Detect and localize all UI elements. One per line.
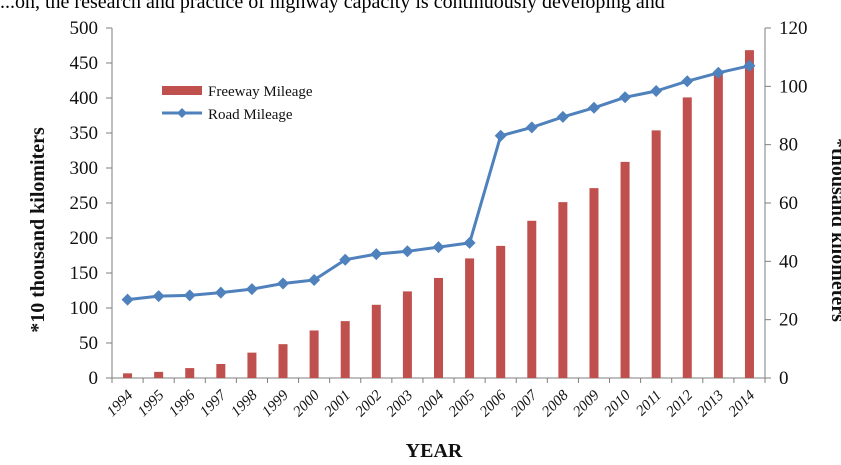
left-tick-label: 300 xyxy=(70,158,99,179)
road-point xyxy=(494,129,507,142)
left-tick-label: 350 xyxy=(70,123,99,144)
freeway-bar xyxy=(402,291,412,378)
x-tick-label: 1995 xyxy=(135,387,168,420)
header-text: ...on, the research and practice of high… xyxy=(0,0,665,13)
x-tick-label: 2001 xyxy=(322,388,355,421)
x-tick-label: 2005 xyxy=(446,387,479,420)
right-tick-label: 40 xyxy=(779,251,798,272)
freeway-bar xyxy=(651,130,661,378)
left-tick-label: 0 xyxy=(89,368,99,389)
road-point xyxy=(587,101,600,114)
road-point xyxy=(650,85,663,97)
left-axis-ticks: 0 50 100 150 200 250 300 350 400 450 500 xyxy=(70,18,112,389)
legend-freeway-label: Freeway Mileage xyxy=(208,84,313,100)
road-point xyxy=(463,236,476,249)
road-point xyxy=(152,290,165,303)
x-tick-label: 2002 xyxy=(353,387,386,420)
freeway-bar xyxy=(589,188,599,378)
freeway-bar xyxy=(278,344,288,378)
left-tick-label: 450 xyxy=(70,53,99,74)
legend-road-label: Road Mileage xyxy=(208,107,293,123)
x-tick-label: 1998 xyxy=(228,387,261,420)
right-tick-label: 120 xyxy=(779,18,808,39)
x-axis-title: YEAR xyxy=(406,440,463,462)
x-tick-label: 2013 xyxy=(695,388,728,421)
right-tick-label: 100 xyxy=(779,76,808,97)
right-tick-label: 20 xyxy=(779,310,798,331)
legend-freeway-swatch xyxy=(162,86,202,95)
right-tick-label: 60 xyxy=(779,193,798,214)
x-tick-label: 2006 xyxy=(477,387,510,420)
freeway-bar xyxy=(434,277,443,378)
freeway-bar xyxy=(620,161,630,378)
right-axis-title: *thousand kilometers xyxy=(827,138,841,322)
legend: Freeway Mileage Road Mileage xyxy=(162,84,313,123)
x-tick-label: 2011 xyxy=(633,388,665,420)
left-axis-title: *10 thousand kilomiters xyxy=(27,127,49,333)
x-tick-label: 1996 xyxy=(166,387,199,420)
freeway-bar xyxy=(713,73,723,378)
x-tick-label: 2010 xyxy=(601,387,634,420)
road-point xyxy=(308,274,321,286)
road-point xyxy=(370,248,383,261)
road-point xyxy=(214,286,227,299)
road-point xyxy=(556,110,569,123)
left-tick-label: 200 xyxy=(70,228,99,249)
x-tick-label: 2012 xyxy=(664,387,697,420)
right-axis-ticks: 0 20 40 60 80 100 120 xyxy=(765,18,808,389)
freeway-bar xyxy=(558,202,568,378)
left-tick-label: 250 xyxy=(70,193,99,214)
freeway-bar xyxy=(744,50,754,379)
road-point xyxy=(743,59,756,72)
road-point xyxy=(339,253,352,266)
road-point xyxy=(277,277,290,290)
x-tick-label: 1999 xyxy=(259,387,292,420)
road-line xyxy=(121,59,756,306)
road-point xyxy=(432,241,445,254)
freeway-bars xyxy=(123,50,754,379)
x-tick-label: 2000 xyxy=(290,387,323,420)
freeway-bar xyxy=(309,330,319,378)
freeway-bar xyxy=(496,245,506,378)
freeway-bar xyxy=(527,220,537,378)
road-point xyxy=(681,75,694,88)
road-point xyxy=(712,66,725,79)
left-tick-label: 100 xyxy=(70,298,99,319)
freeway-bar xyxy=(247,352,257,378)
left-tick-label: 400 xyxy=(70,88,99,109)
road-point xyxy=(183,289,196,302)
x-tick-label: 2004 xyxy=(415,387,448,420)
legend-road-marker xyxy=(177,108,187,118)
x-tick-label: 2007 xyxy=(508,386,542,420)
freeway-bar xyxy=(465,258,475,378)
road-point xyxy=(619,91,632,104)
x-tick-label: 2014 xyxy=(726,387,759,420)
x-tick-label: 1994 xyxy=(104,387,137,420)
x-tick-label: 2003 xyxy=(384,388,417,421)
x-tick-label: 1997 xyxy=(197,386,231,420)
right-tick-label: 0 xyxy=(779,368,789,389)
freeway-bar xyxy=(185,368,195,378)
left-tick-label: 50 xyxy=(79,333,98,354)
x-tick-label: 2009 xyxy=(570,387,603,420)
road-point xyxy=(245,283,258,296)
road-point xyxy=(401,245,414,258)
freeway-bar xyxy=(682,97,692,379)
right-tick-label: 80 xyxy=(779,135,798,156)
freeway-bar xyxy=(371,304,381,378)
left-tick-label: 500 xyxy=(70,18,99,39)
left-tick-label: 150 xyxy=(70,263,99,284)
freeway-bar xyxy=(123,373,133,378)
x-tick-label: 2008 xyxy=(539,387,572,420)
freeway-bar xyxy=(154,371,164,378)
road-point xyxy=(525,121,538,134)
freeway-bar xyxy=(340,321,350,378)
freeway-bar xyxy=(216,364,226,378)
road-point xyxy=(121,293,134,306)
x-axis-ticks: 1994199519961997199819992000200120022003… xyxy=(104,378,766,421)
